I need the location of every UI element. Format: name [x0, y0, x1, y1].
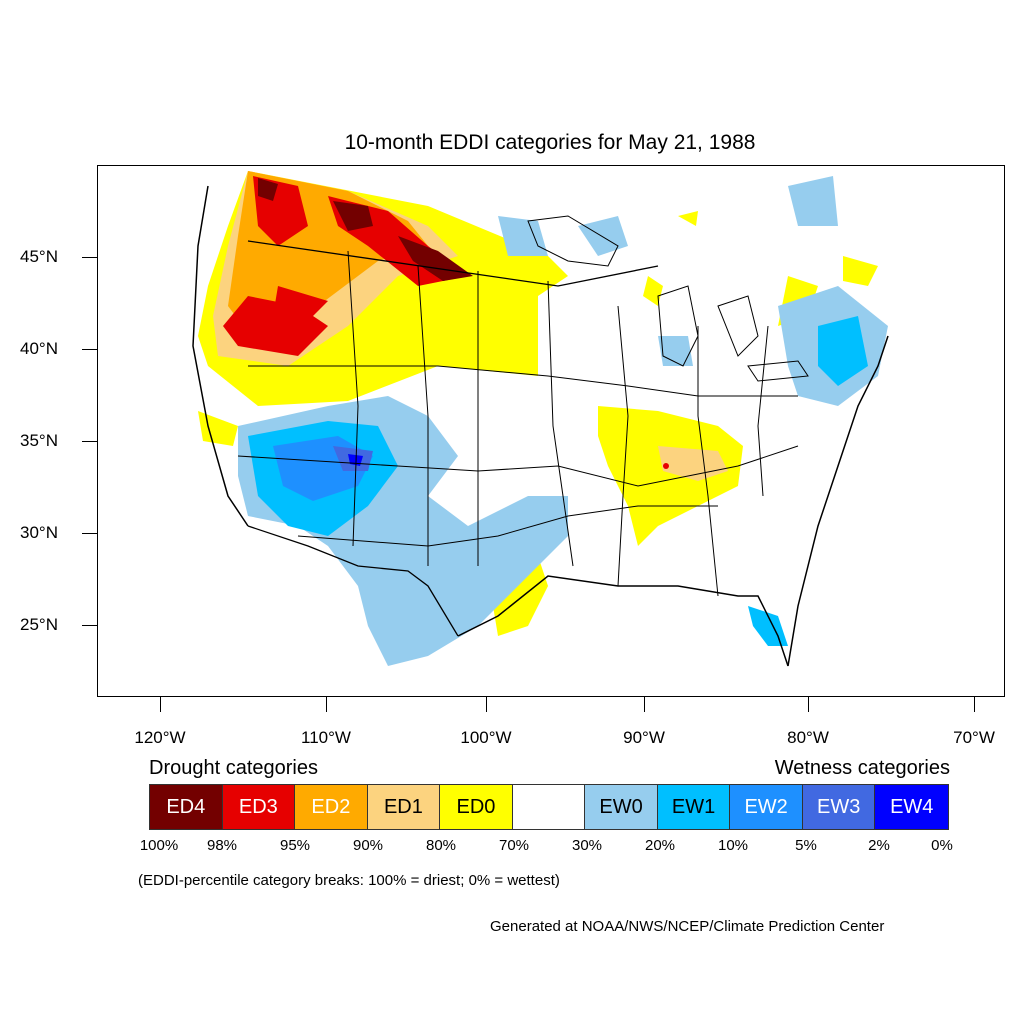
lon-tick	[808, 697, 809, 712]
legend-percentile-label: 80%	[425, 837, 457, 854]
lon-tick	[644, 697, 645, 712]
legend-swatch-ew1: EW1	[657, 785, 731, 829]
breaks-note: (EDDI-percentile category breaks: 100% =…	[138, 872, 560, 889]
legend-swatch-ew4: EW4	[875, 785, 949, 829]
lat-label-40: 40°N	[20, 339, 58, 358]
legend-swatch-ed3: ED3	[222, 785, 296, 829]
legend-swatch-ed4: ED4	[150, 785, 223, 829]
lat-label-35: 35°N	[20, 431, 58, 450]
boundary-lines	[192, 185, 889, 667]
lat-tick	[82, 349, 97, 350]
lat-tick	[82, 625, 97, 626]
lon-tick	[160, 697, 161, 712]
legend-swatch-ed0: ED0	[440, 785, 513, 829]
legend-percentile-label: 0%	[931, 837, 953, 854]
lon-label-70w: 70°W	[953, 728, 995, 747]
lat-tick	[82, 257, 97, 258]
lat-label-25: 25°N	[20, 615, 58, 634]
credit-text: Generated at NOAA/NWS/NCEP/Climate Predi…	[490, 918, 885, 935]
legend-swatch-neutral	[512, 785, 586, 829]
legend-percentile-label: 5%	[795, 837, 817, 854]
lat-label-30: 30°N	[20, 523, 58, 542]
lon-label-90w: 90°W	[623, 728, 665, 747]
legend-percentile-label: 100%	[139, 837, 179, 854]
map-title: 10-month EDDI categories for May 21, 198…	[344, 131, 756, 154]
legend-percentile-label: 98%	[206, 837, 238, 854]
wetness-categories-heading: Wetness categories	[774, 757, 950, 779]
legend-percentile-label: 70%	[498, 837, 530, 854]
lon-tick	[486, 697, 487, 712]
eddi-map-graphic	[192, 171, 889, 667]
lon-label-100w: 100°W	[460, 728, 512, 747]
legend-swatch-ed2: ED2	[295, 785, 368, 829]
lon-tick	[974, 697, 975, 712]
lat-tick	[82, 533, 97, 534]
legend-percentile-label: 95%	[279, 837, 311, 854]
wetness-shading	[238, 176, 888, 666]
legend-swatch-ew3: EW3	[802, 785, 876, 829]
legend-percentile-label: 90%	[352, 837, 384, 854]
legend-swatch-ew2: EW2	[730, 785, 803, 829]
lon-label-120w: 120°W	[134, 728, 186, 747]
drought-categories-heading: Drought categories	[149, 757, 318, 779]
lon-label-80w: 80°W	[787, 728, 829, 747]
legend-percentile-label: 20%	[644, 837, 676, 854]
lat-label-45: 45°N	[20, 247, 58, 266]
legend-percentile-label: 30%	[571, 837, 603, 854]
legend-swatch-ed1: ED1	[367, 785, 441, 829]
legend-percentile-label: 2%	[868, 837, 890, 854]
legend-swatch-ew0: EW0	[585, 785, 658, 829]
lon-tick	[326, 697, 327, 712]
lat-tick	[82, 441, 97, 442]
legend-colorbar: ED4 ED3 ED2 ED1 ED0 EW0 EW1 EW2 EW3 EW4	[149, 784, 949, 830]
map-area	[97, 165, 1005, 697]
lon-label-110w: 110°W	[301, 728, 351, 747]
legend-percentile-label: 10%	[717, 837, 749, 854]
